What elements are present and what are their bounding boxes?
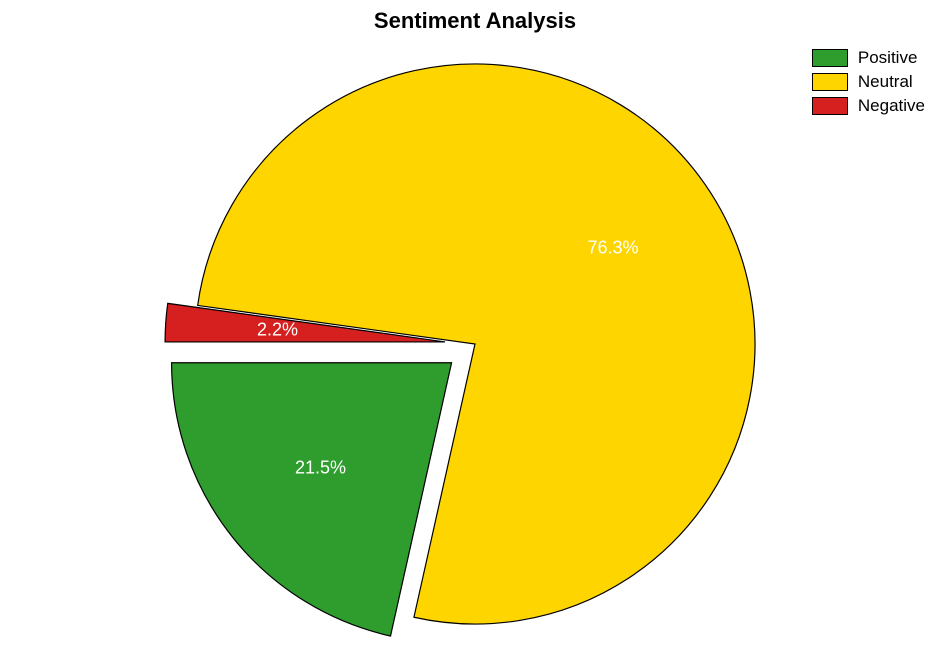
legend-item-negative: Negative: [812, 96, 925, 116]
legend: Positive Neutral Negative: [812, 48, 925, 120]
pie-chart-svg: [0, 0, 950, 662]
legend-swatch-neutral: [812, 73, 848, 91]
legend-swatch-positive: [812, 49, 848, 67]
slice-label-negative: 2.2%: [257, 320, 298, 341]
legend-label-negative: Negative: [858, 96, 925, 116]
slice-label-positive: 21.5%: [295, 457, 346, 478]
legend-label-neutral: Neutral: [858, 72, 913, 92]
slice-label-neutral: 76.3%: [588, 238, 639, 259]
legend-item-positive: Positive: [812, 48, 925, 68]
legend-label-positive: Positive: [858, 48, 918, 68]
legend-item-neutral: Neutral: [812, 72, 925, 92]
pie-chart-container: Sentiment Analysis Positive Neutral Nega…: [0, 0, 950, 662]
legend-swatch-negative: [812, 97, 848, 115]
pie-slice-positive: [172, 363, 452, 636]
